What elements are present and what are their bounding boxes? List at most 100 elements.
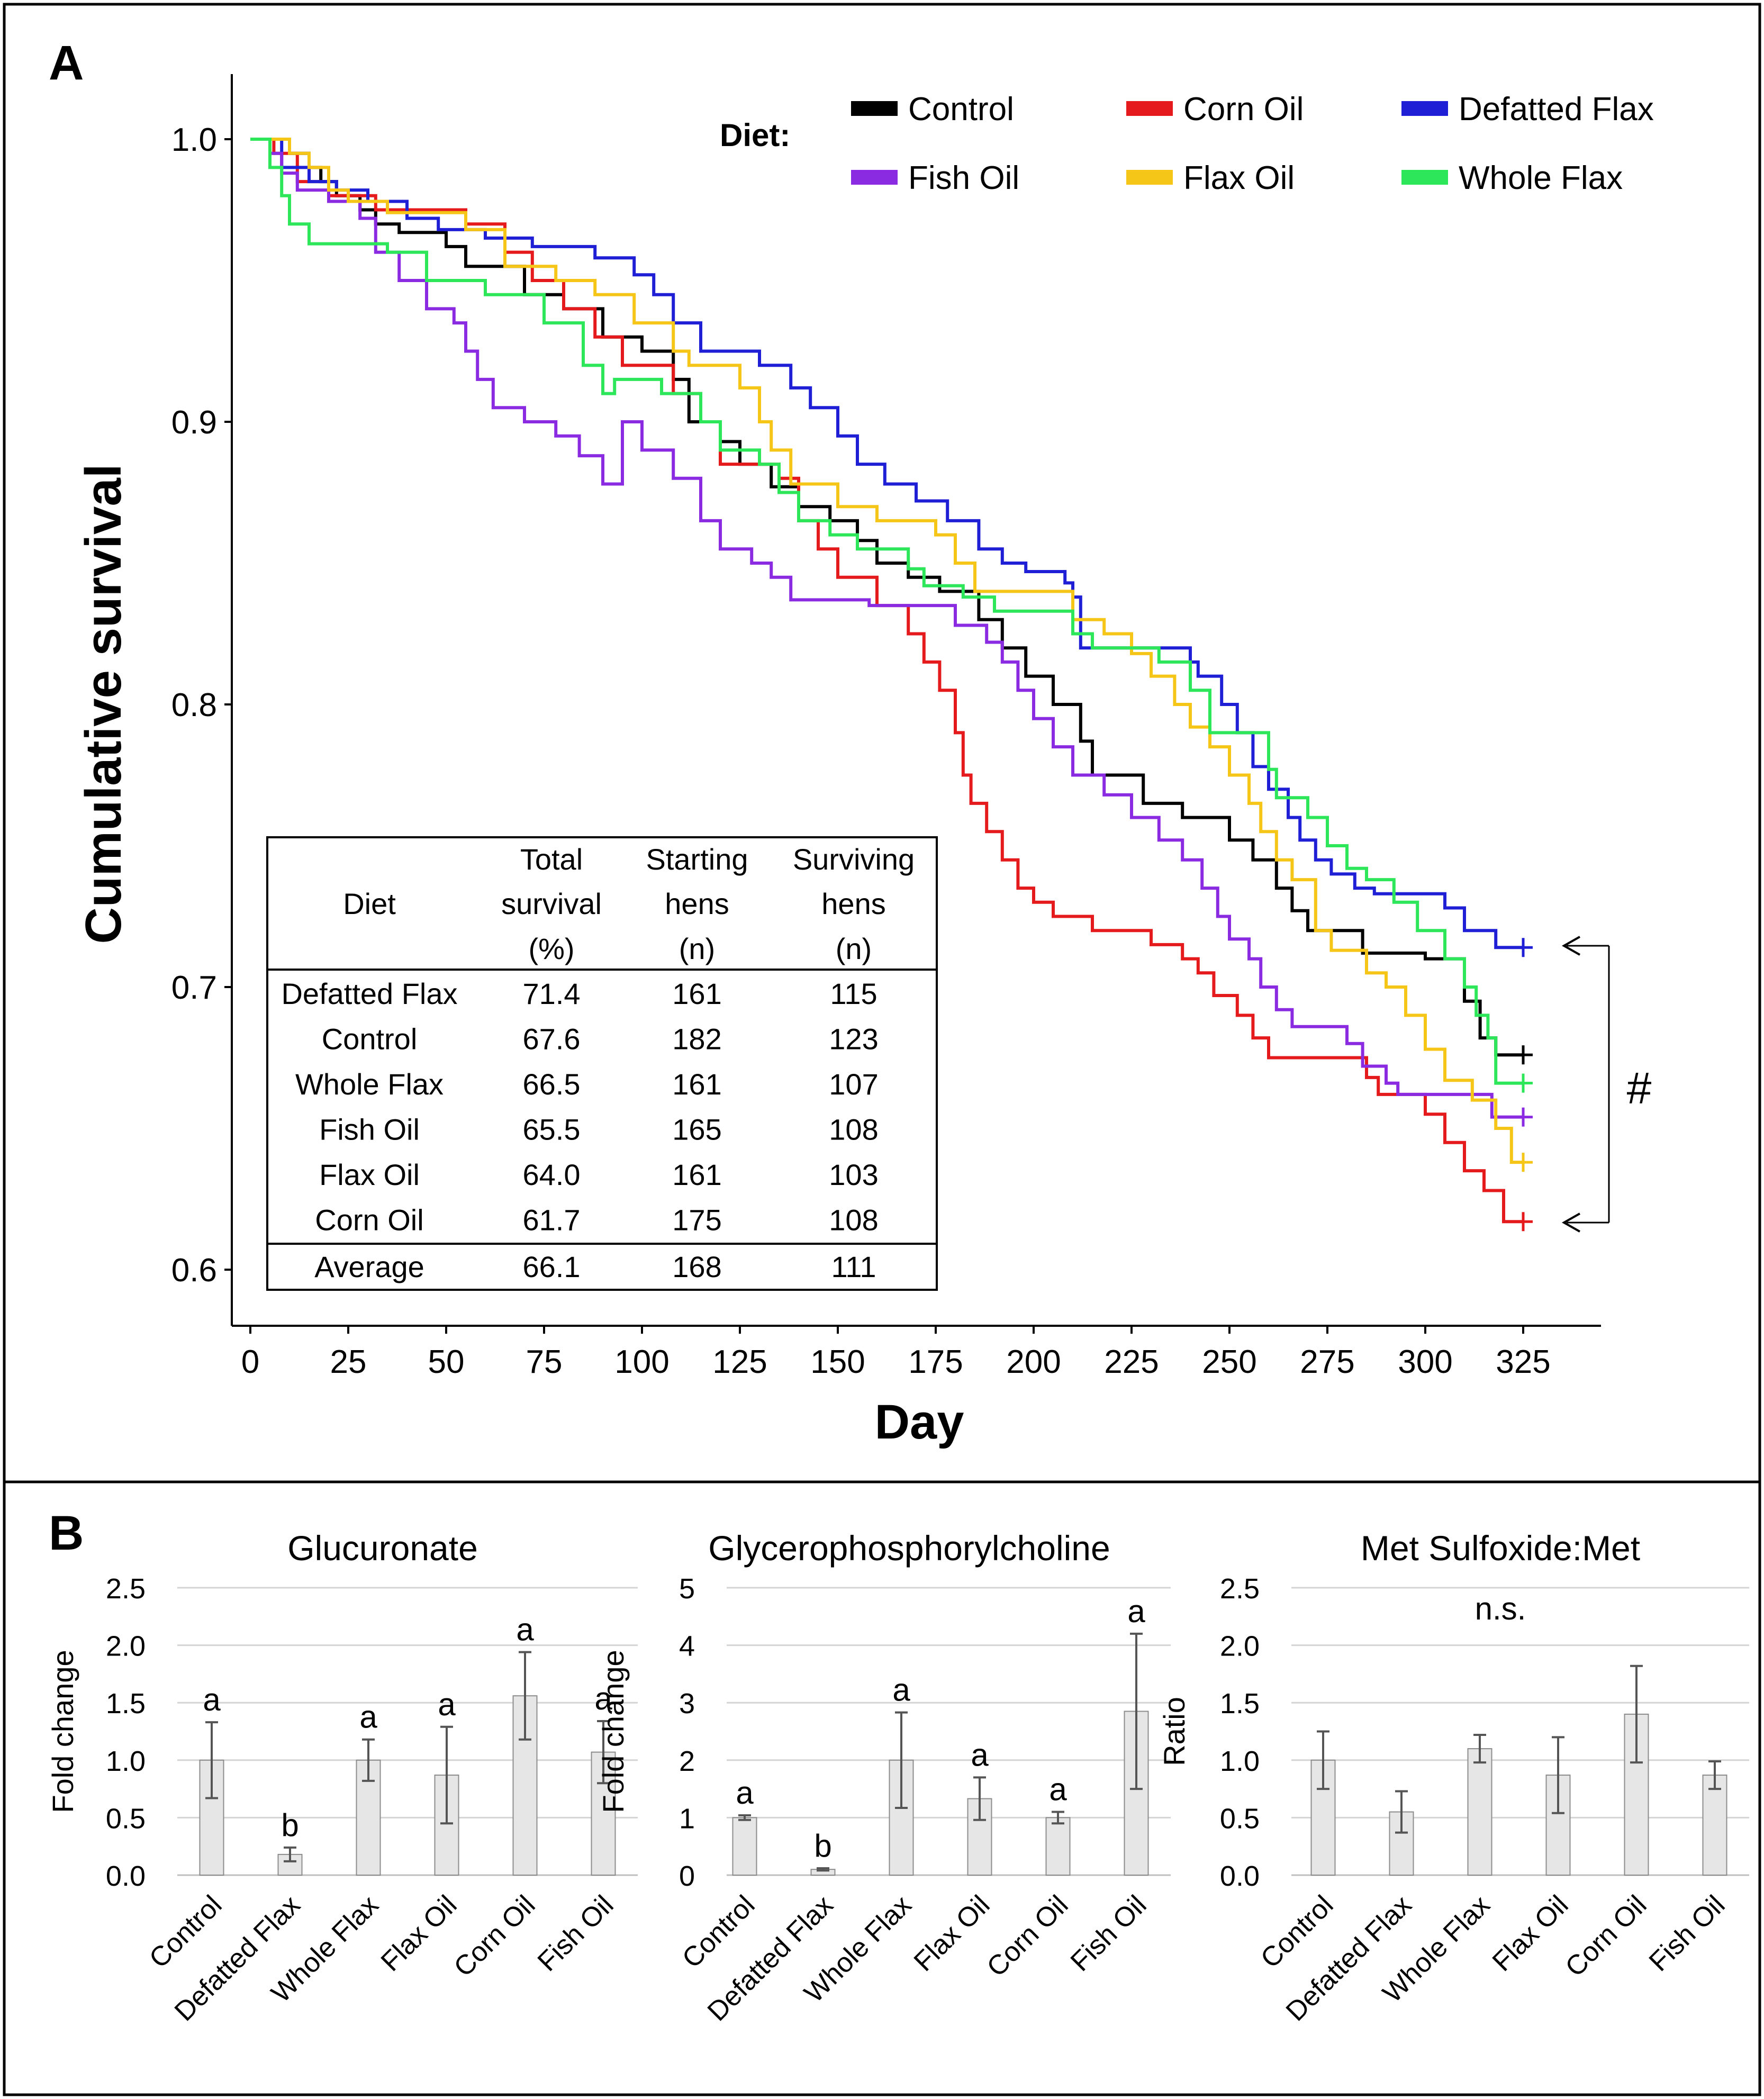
bar-y-tick-label: 1.5	[106, 1688, 146, 1720]
significance-letter: b	[814, 1828, 831, 1863]
bar-y-tick-label: 5	[679, 1573, 695, 1605]
bar-y-tick-label: 2.0	[106, 1631, 146, 1662]
bar-chart-3: Met Sulfoxide:Met Ratio 0.0 0.5 1.0 1.5 2.0 2.5…	[1157, 1528, 1749, 2027]
y-tick-label: 1.0	[171, 122, 217, 158]
curve-fish-oil	[250, 138, 1523, 1119]
significance-marker: #	[1627, 1063, 1652, 1113]
table-cell: 108	[829, 1113, 878, 1146]
category-label: Flax Oil	[1487, 1889, 1575, 1977]
x-tick-label: 325	[1496, 1344, 1550, 1380]
table-cell: 66.5	[523, 1067, 581, 1101]
x-tick-label: 275	[1300, 1344, 1354, 1380]
category-label: Fish Oil	[532, 1889, 620, 1977]
significance-letter: a	[1127, 1594, 1145, 1629]
curve-control	[250, 138, 1523, 1057]
bar-y-tick-label: 2.5	[1220, 1573, 1260, 1605]
table-cell: Whole Flax	[295, 1067, 444, 1101]
legend-label-control: Control	[908, 91, 1014, 128]
bar-chart-y-label: Fold change	[46, 1650, 79, 1813]
bar-y-tick-label: 0	[679, 1860, 695, 1892]
survival-y-ticks: 0.6 0.7 0.8 0.9 1.0	[171, 122, 232, 1289]
category-label: Flax Oil	[908, 1889, 996, 1977]
bar-chart-title: Glycerophosphorylcholine	[708, 1528, 1110, 1568]
survival-x-label: Day	[875, 1395, 964, 1449]
table-header: Starting	[646, 843, 748, 876]
legend-swatch-flax-oil	[1126, 170, 1173, 185]
table-cell: Control	[322, 1023, 418, 1056]
significance-letter: a	[438, 1687, 456, 1722]
category-label: Flax Oil	[375, 1889, 463, 1977]
panel-b-frame	[3, 1480, 1761, 2096]
bar-y-tick-label: 0.0	[106, 1860, 146, 1892]
legend-label-whole-flax: Whole Flax	[1459, 160, 1623, 196]
bar-y-tick-label: 2	[679, 1745, 695, 1777]
y-tick-label: 0.7	[171, 970, 217, 1006]
survival-y-label: Cumulative survival	[75, 464, 132, 944]
category-label: Fish Oil	[1065, 1889, 1153, 1977]
legend-swatch-defatted-flax	[1401, 101, 1448, 116]
survival-chart: 0.6 0.7 0.8 0.9 1.0 0 25 50 75 100 125 150 175 200 22…	[75, 74, 1654, 1449]
significance-letter: a	[594, 1681, 612, 1716]
significance-letter: b	[281, 1807, 298, 1843]
table-cell: 123	[829, 1023, 878, 1056]
table-cell: 64.0	[523, 1158, 581, 1191]
table-content: Diet Total survival (%) Starting hens (n) Survi…	[281, 843, 915, 1283]
table-cell: 182	[672, 1023, 721, 1056]
table-average-cell: 66.1	[523, 1250, 581, 1283]
table-cell: 61.7	[523, 1204, 581, 1237]
x-tick-label: 100	[614, 1344, 669, 1380]
significance-letter: a	[516, 1612, 534, 1648]
table-header: (%)	[528, 932, 574, 965]
significance-letter: a	[1049, 1772, 1067, 1807]
bar-y-tick-label: 2.5	[106, 1573, 146, 1605]
bar-y-tick-label: 2.0	[1220, 1631, 1260, 1662]
x-tick-label: 300	[1398, 1344, 1452, 1380]
curve-flax-oil	[250, 138, 1523, 1164]
category-label: Corn Oil	[981, 1889, 1074, 1983]
significance-bracket: #	[1561, 936, 1652, 1233]
table-cell: 108	[829, 1204, 878, 1237]
table-header: Diet	[343, 887, 396, 920]
table-cell: 161	[672, 977, 721, 1010]
x-tick-label: 200	[1006, 1344, 1061, 1380]
table-average-cell: 111	[831, 1250, 876, 1283]
table-cell: Corn Oil	[315, 1204, 423, 1237]
bar-chart-y-label: Fold change	[596, 1650, 630, 1813]
table-cell: Fish Oil	[319, 1113, 420, 1146]
category-label: Corn Oil	[448, 1889, 541, 1983]
panel-b-label: B	[49, 1506, 84, 1560]
bar	[1467, 1748, 1492, 1876]
legend-swatch-corn-oil	[1126, 101, 1173, 116]
table-cell: 115	[830, 977, 877, 1010]
bracket-bottom-arrow-icon	[1561, 1213, 1580, 1233]
bar-chart-y-label: Ratio	[1157, 1697, 1191, 1766]
legend-label-defatted-flax: Defatted Flax	[1459, 91, 1654, 128]
table-cell: Flax Oil	[319, 1158, 420, 1191]
x-tick-label: 225	[1104, 1344, 1159, 1380]
legend-swatch-fish-oil	[851, 170, 898, 185]
significance-letter: a	[971, 1737, 989, 1772]
x-tick-label: 250	[1202, 1344, 1256, 1380]
bar	[732, 1817, 757, 1876]
table-cell: 161	[672, 1158, 721, 1191]
table-header: survival	[501, 887, 602, 920]
table-cell: 161	[672, 1067, 721, 1101]
bar-y-tick-label: 3	[679, 1688, 695, 1720]
table-header: Surviving	[793, 843, 915, 876]
bar-chart-title: Glucuronate	[287, 1528, 478, 1568]
x-tick-label: 125	[712, 1344, 767, 1380]
legend-label-fish-oil: Fish Oil	[908, 160, 1019, 196]
panel-a-label: A	[49, 36, 84, 90]
legend-label-corn-oil: Corn Oil	[1183, 91, 1304, 128]
significance-letter: a	[359, 1699, 377, 1735]
bar-y-tick-label: 1.5	[1220, 1688, 1260, 1720]
bar-charts: Glucuronate Fold change 0.0 0.5 1.0 1.5 2.0 2.5…	[46, 1528, 1749, 2027]
curve-whole-flax	[250, 138, 1523, 1085]
table-cell: 67.6	[523, 1023, 581, 1056]
x-tick-label: 175	[908, 1344, 963, 1380]
table-cell: 107	[829, 1067, 878, 1101]
bar-y-tick-label: 0.0	[1220, 1860, 1260, 1892]
y-tick-label: 0.9	[171, 404, 217, 441]
bracket-top-arrow-icon	[1561, 936, 1580, 956]
